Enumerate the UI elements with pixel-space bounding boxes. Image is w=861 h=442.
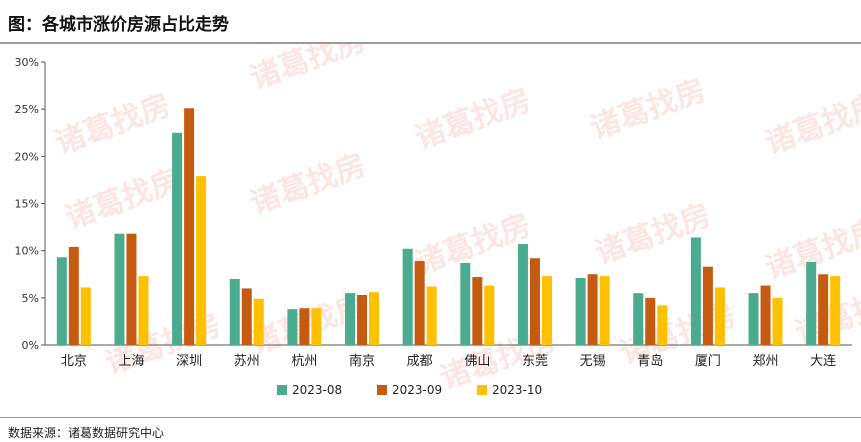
x-tick-label: 青岛 [637,353,663,369]
bar [229,278,240,345]
bar [748,293,759,345]
bar [172,132,183,345]
source-note: 数据来源：诸葛数据研究中心 [8,426,165,440]
x-tick-label: 厦门 [695,354,721,369]
x-tick-label: 北京 [61,354,87,369]
y-tick-label: 5% [22,292,39,305]
bar [599,276,610,345]
bar [253,298,264,345]
bar [138,276,149,345]
bar [311,308,322,345]
bar [818,274,829,345]
x-tick-label: 无锡 [580,354,606,369]
bar [830,276,841,345]
y-tick-label: 20% [15,150,39,163]
bar [657,305,668,345]
bar [241,288,252,345]
y-tick-label: 30% [15,56,39,69]
legend-label: 2023-10 [492,383,542,397]
bar [587,274,598,345]
y-tick-label: 15% [15,198,39,211]
x-tick-label: 南京 [349,353,375,369]
legend-label: 2023-09 [392,383,442,397]
bar [369,292,380,345]
bar [690,237,701,345]
x-tick-label: 杭州 [291,354,317,369]
bar [460,262,471,345]
bar [414,261,425,345]
y-tick-label: 10% [15,245,39,258]
watermark-text: 诸葛找房 [586,73,711,147]
watermark-text: 诸葛找房 [246,148,371,222]
x-tick-label: 东莞 [522,354,548,369]
bar [196,176,207,345]
bar [541,276,552,345]
watermark-text: 诸葛找房 [246,44,371,97]
bar [633,293,644,345]
bar [68,246,79,345]
bottom-divider [0,417,861,418]
x-tick-label: 大连 [810,353,836,369]
bar [114,233,125,345]
bar [517,244,528,345]
x-tick-label: 上海 [118,354,144,369]
chart-title: 图：各城市涨价房源占比走势 [8,15,229,35]
watermark-text: 诸葛找房 [61,163,186,237]
bar [357,295,368,345]
x-tick-label: 佛山 [464,354,490,369]
bar [184,108,195,346]
bar [126,233,137,345]
bar [772,297,783,345]
bar [645,297,656,345]
x-tick-label: 苏州 [234,353,260,369]
top-divider [0,42,861,44]
watermark-text: 诸葛找房 [411,83,536,157]
y-tick-label: 0% [22,339,39,352]
bar [760,285,771,345]
bar [345,293,356,345]
bar [484,285,495,345]
bar [56,257,67,345]
bar [472,277,483,345]
legend-label: 2023-08 [292,383,342,397]
legend-swatch [277,385,287,395]
x-tick-label: 成都 [407,354,433,369]
bar [287,309,298,345]
bar [402,248,413,345]
bar [426,286,437,345]
watermark-text: 诸葛找房 [51,88,176,162]
bar [529,258,540,345]
bar [80,287,91,345]
legend-swatch [477,385,487,395]
x-tick-label: 深圳 [176,354,202,369]
bar [299,308,310,345]
x-tick-label: 郑州 [753,354,779,369]
y-tick-label: 25% [15,103,39,116]
legend-swatch [377,385,387,395]
bar [575,278,586,345]
watermark-text: 诸葛找房 [761,88,861,162]
bar [702,266,713,345]
bar [806,261,817,345]
watermark-text: 诸葛找房 [411,208,536,282]
bar [714,287,725,345]
